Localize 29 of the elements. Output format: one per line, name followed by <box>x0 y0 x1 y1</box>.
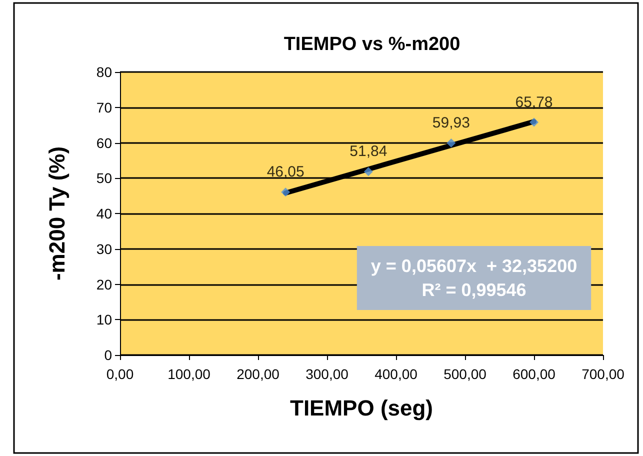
y-tick-label: 50 <box>96 170 112 186</box>
x-tick-label: 200,00 <box>236 366 280 382</box>
data-label: 59,93 <box>432 114 470 132</box>
point <box>281 188 290 197</box>
y-tick-label: 20 <box>96 276 112 292</box>
y-tick-label: 30 <box>96 240 112 257</box>
x-tick-label: 400,00 <box>374 366 418 382</box>
x-tick-label: 0,00 <box>106 366 134 382</box>
y-tick-label: 70 <box>96 99 112 116</box>
data-label: 51,84 <box>350 143 388 160</box>
point <box>530 118 538 127</box>
y-tick-label: 0 <box>104 347 112 363</box>
x-tick-label: 600,00 <box>512 366 556 382</box>
y-tick-label: 60 <box>96 134 112 151</box>
y-tick-label: 40 <box>96 206 112 222</box>
annotation: y = 0,05607x + 32,35200 R² = 0,99546 <box>370 256 578 300</box>
data-label: 65,78 <box>515 94 553 111</box>
point <box>446 138 456 148</box>
point <box>364 167 373 176</box>
chart-title: TIEMPO vs %-m200 <box>284 34 460 55</box>
x-tick-label: 300,00 <box>306 366 349 382</box>
x-axis-title: TIEMPO (seg) <box>290 396 434 420</box>
x-tick-label: 500,00 <box>444 366 487 382</box>
y-tick-label: 10 <box>96 312 112 328</box>
y-tick-label: 80 <box>96 64 112 80</box>
y-axis-title: -m200 Ty (%) <box>44 146 70 281</box>
x-tick-label: 700,00 <box>582 366 625 382</box>
data-label: 46,05 <box>266 164 304 181</box>
x-tick-label: 100,00 <box>168 366 211 382</box>
